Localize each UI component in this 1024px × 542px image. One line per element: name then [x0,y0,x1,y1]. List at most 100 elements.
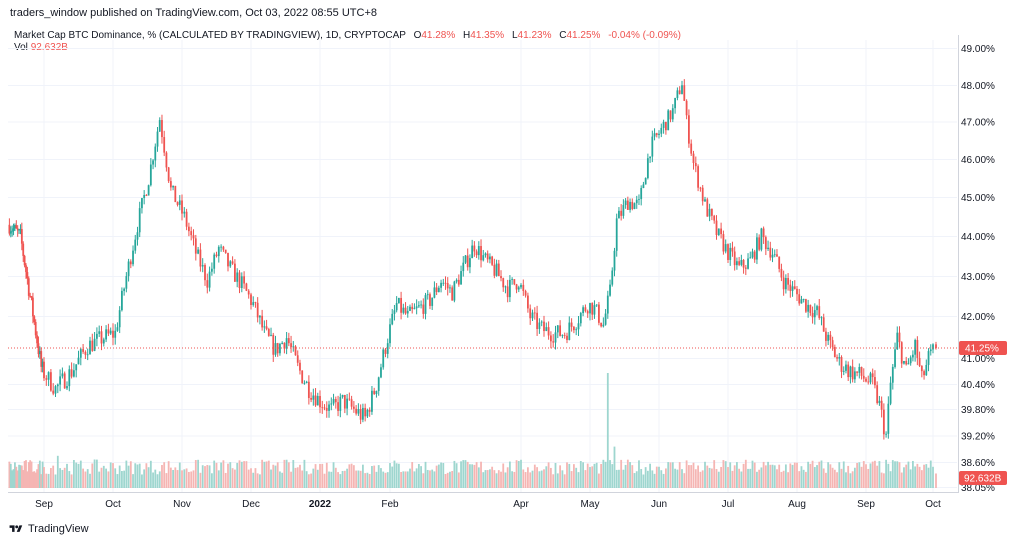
volume-bar [334,467,337,488]
candle-body [747,258,749,269]
candle-body [758,237,761,250]
volume-bar [475,462,478,488]
candle [252,296,255,307]
candle-body [296,355,299,363]
candle [375,390,378,398]
candle [40,347,43,373]
candle-body [896,332,899,350]
symbol-description[interactable]: Market Cap BTC Dominance, % (CALCULATED … [14,30,406,41]
volume-bar [604,461,607,488]
candle-body [840,357,843,372]
price-axis-tick: 39.20% [961,432,995,443]
candle [314,388,317,407]
candle [522,279,525,296]
candle-body [161,120,163,138]
candle-body [724,244,727,252]
candle-body [711,208,713,216]
candle-body [287,338,290,344]
tradingview-brand[interactable]: TradingView [8,521,89,537]
candle [871,368,874,385]
volume-bar [429,470,431,488]
candle [798,288,801,306]
volume-bar [270,469,272,488]
candle-body [602,324,605,327]
candle-body [699,187,702,189]
candle [722,230,725,255]
candle-body [36,335,38,344]
price-axis-tick: 39.80% [961,405,995,416]
candle-body [12,228,15,231]
volume-bar [524,472,527,488]
volume-bar [208,465,211,488]
volume-bar [206,464,209,488]
volume-bar [462,460,465,488]
volume-bar [769,464,772,488]
volume-bar [56,455,59,488]
candle-body [169,181,172,188]
candle [224,249,227,254]
change-value: -0.04% (-0.09%) [608,30,681,41]
candle-body [733,251,736,266]
candle-body [742,260,745,268]
candle [929,344,932,356]
candle-body [422,304,425,314]
volume-bar [204,466,206,488]
candle-body [109,330,112,334]
volume-bar [359,470,362,488]
candle-body [197,249,199,254]
candle-body [629,201,631,210]
candle-body [73,370,75,377]
time-axis[interactable]: Sep Oct Nov Dec 2022 Feb Apr May Jun Jul Aug Sep Oct [35,499,941,510]
volume-bar [653,473,656,488]
volume-bar [433,471,436,488]
candle-body [174,185,177,203]
candle-body [706,199,709,217]
volume-bar [685,460,688,488]
volume-bar [247,469,250,488]
candle [653,128,656,141]
candle [56,383,59,394]
candle [582,305,584,317]
volume-bar [800,466,803,488]
candle [343,394,346,414]
candle-body [429,294,431,306]
volume-bar [402,471,405,488]
volume-bar [527,467,529,488]
candle [624,198,627,209]
candle-body [598,304,600,323]
candle-body [606,295,609,314]
price-axis-tick: 46.00% [961,155,995,166]
candle-body [25,265,27,273]
candle [52,383,55,396]
candle-body [782,277,785,290]
time-axis-tick: Jun [651,499,667,510]
candle [681,80,683,95]
candle-body [433,287,436,298]
volume-bar [849,473,852,488]
candle-body [878,400,881,404]
price-axis[interactable]: 49.00% 48.00% 47.00% 46.00% 45.00% 44.00% 43.0… [961,44,995,494]
candle-body [822,317,825,332]
time-axis-tick: Sep [857,499,875,510]
candle [829,331,832,348]
candle-body [66,386,68,389]
candle [169,177,172,191]
time-axis-tick: Oct [105,499,121,510]
volume-bar [343,470,346,488]
volume-bar [896,461,899,488]
candle-body [143,195,146,199]
candle [497,259,500,277]
candle-body [662,121,665,128]
candle [154,143,157,168]
candle-body [591,303,594,315]
candle [524,289,527,298]
volume-bar [339,474,342,488]
volume-bar [417,463,420,488]
volume-label[interactable]: Vol [14,42,28,53]
volume-bar [506,467,509,488]
volume-bar [86,469,89,488]
candle [809,304,812,316]
open-label: O [413,30,422,41]
candle [692,150,695,170]
